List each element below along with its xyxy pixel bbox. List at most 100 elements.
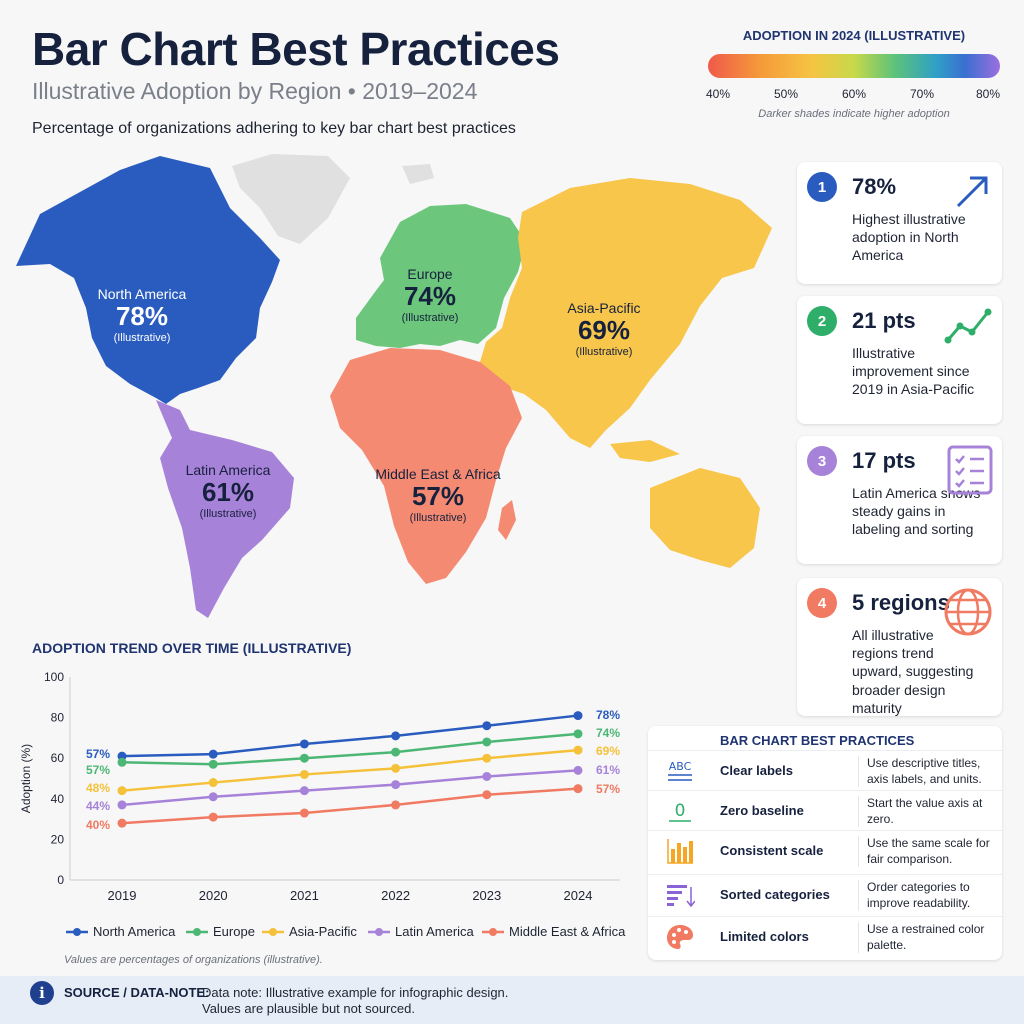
series-line: [121, 732, 579, 766]
page-description: Percentage of organizations adhering to …: [32, 120, 516, 137]
legend-entry: Latin America: [395, 924, 475, 939]
insight-card-3: 3 17 pts Latin America shows steady gain…: [797, 436, 1002, 564]
data-point: [117, 800, 127, 810]
data-point: [208, 778, 218, 788]
series-end-label: 74%: [596, 726, 620, 740]
data-point: [482, 771, 492, 781]
region-value: 57%: [411, 481, 465, 511]
y-tick-label: 0: [57, 873, 64, 887]
best-practices-panel: BAR CHART BEST PRACTICES ABC Clear label…: [648, 726, 1002, 960]
data-point: [208, 749, 218, 759]
series-start-label: 40%: [86, 818, 110, 832]
data-point: [117, 786, 127, 796]
region-value: 78%: [115, 301, 169, 331]
region-note: (Illustrative): [113, 331, 171, 344]
map-svalbard: [402, 164, 434, 184]
insight-card-2: 2 21 pts Illustrative improvement since …: [797, 296, 1002, 424]
x-tick-label: 2021: [290, 888, 319, 903]
x-tick-label: 2022: [381, 888, 410, 903]
line-graph-icon: [944, 308, 992, 344]
data-point: [299, 808, 309, 818]
series-end-label: 57%: [596, 782, 620, 796]
best-practice-row: ABC Clear labels Use descriptive titles,…: [648, 750, 1002, 790]
data-point: [391, 800, 401, 810]
legend-marker: [375, 928, 383, 936]
series-line: [121, 714, 579, 758]
x-tick-label: 2024: [564, 888, 593, 903]
series-start-label: 48%: [86, 781, 110, 795]
card-number: 2: [807, 306, 837, 336]
best-practice-desc: Use descriptive titles, axis labels, and…: [858, 756, 998, 788]
legend-entry: Europe: [213, 924, 255, 939]
data-point: [208, 812, 218, 822]
region-name: Latin America: [185, 462, 271, 478]
data-point: [482, 721, 492, 731]
series-end-label: 61%: [596, 763, 620, 777]
data-point: [573, 711, 583, 721]
data-point: [573, 765, 583, 775]
card-headline: 21 pts: [852, 308, 916, 333]
card-number: 1: [807, 172, 837, 202]
data-point: [299, 753, 309, 763]
best-practice-row: Consistent scale Use the same scale for …: [648, 830, 1002, 874]
map-region-asia-pacific-oceania: [650, 468, 760, 568]
page-subtitle: Illustrative Adoption by Region • 2019–2…: [32, 78, 478, 104]
region-name: North America: [97, 286, 187, 302]
sort-icon: [664, 883, 696, 908]
legend-marker: [193, 928, 201, 936]
best-practice-label: Clear labels: [720, 763, 793, 778]
map-region-asia-pacific: [480, 178, 772, 448]
best-practice-label: Consistent scale: [720, 843, 824, 858]
region-note: (Illustrative): [575, 345, 633, 358]
trend-line-chart: 0 20 40 60 80 100 2019 2020 2021 2022 2023 2024 Adop…: [19, 670, 626, 939]
y-axis-label: Adoption (%): [19, 744, 33, 813]
region-name: Asia-Pacific: [567, 300, 641, 316]
series-start-label: 57%: [86, 763, 110, 777]
data-point: [299, 769, 309, 779]
chart-note: Values are percentages of organizations …: [64, 954, 323, 966]
region-name: Middle East & Africa: [375, 466, 501, 482]
region-label-latin-america: Latin America 61% (Illustrative): [186, 462, 271, 520]
series-line: [121, 787, 579, 825]
best-practice-desc: Start the value axis at zero.: [858, 796, 998, 828]
card-headline: 78%: [852, 174, 897, 199]
map-region-europe: [356, 204, 526, 348]
card-headline: 17 pts: [852, 448, 916, 473]
region-value: 74%: [403, 281, 457, 311]
y-tick-label: 20: [51, 832, 65, 846]
region-label-north-america: North America 78% (Illustrative): [98, 286, 187, 344]
footer-note-line-1: Data note: Illustrative example for info…: [202, 985, 509, 1000]
legend-marker: [489, 928, 497, 936]
abc-labels-icon: ABC: [664, 759, 696, 783]
series-line: [121, 769, 579, 807]
region-value: 69%: [577, 315, 631, 345]
chart-legend: North America Europe Asia-Pacific Latin Ame…: [66, 924, 626, 939]
data-point: [117, 818, 127, 828]
region-label-europe: Europe 74% (Illustrative): [402, 266, 459, 324]
data-point: [391, 780, 401, 790]
best-practice-label: Sorted categories: [720, 887, 830, 902]
legend-marker: [269, 928, 277, 936]
card-text: Illustrative improvement since 2019 in A…: [852, 345, 975, 398]
checklist-icon: [947, 445, 993, 495]
svg-text:0: 0: [675, 801, 686, 821]
legend-entry: Asia-Pacific: [289, 924, 357, 939]
best-practices-title: BAR CHART BEST PRACTICES: [720, 733, 915, 748]
region-note: (Illustrative): [199, 507, 257, 520]
insight-card-4: 4 5 regions All illustrative regions tre…: [797, 578, 1002, 716]
map-region-north-america: [16, 156, 280, 404]
card-number: 3: [807, 446, 837, 476]
footer-label: SOURCE / DATA-NOTE:: [64, 985, 210, 1000]
y-tick-label: 100: [44, 670, 64, 684]
series-start-label: 57%: [86, 747, 110, 761]
card-text: All illustrative regions trend upward, s…: [852, 627, 974, 716]
map-region-madagascar: [498, 500, 516, 540]
data-point: [299, 786, 309, 796]
data-point: [208, 759, 218, 769]
data-point: [482, 737, 492, 747]
data-point: [573, 729, 583, 739]
region-label-middle-east-africa: Middle East & Africa 57% (Illustrative): [375, 466, 500, 524]
world-map: North America 78% (Illustrative) Europe …: [10, 148, 790, 628]
data-point: [573, 745, 583, 755]
bar-scale-icon: [664, 839, 696, 864]
